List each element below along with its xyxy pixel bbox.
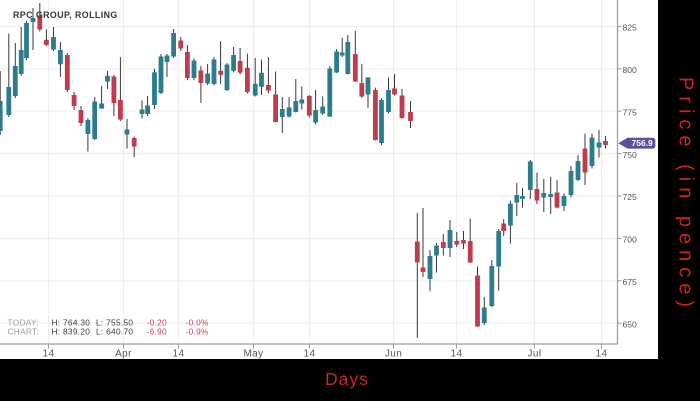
svg-text:14: 14 — [43, 349, 55, 360]
svg-text:14: 14 — [451, 349, 463, 360]
svg-text:-6.90: -6.90 — [147, 327, 167, 337]
svg-text:L: 755.50: L: 755.50 — [96, 317, 133, 327]
svg-text:CHART:: CHART: — [8, 327, 40, 337]
svg-text:Jul: Jul — [528, 349, 542, 360]
svg-text:800: 800 — [623, 65, 638, 75]
svg-text:650: 650 — [623, 319, 638, 329]
svg-text:-0.9%: -0.9% — [186, 327, 209, 337]
svg-text:825: 825 — [623, 23, 638, 33]
svg-text:H: 839.20: H: 839.20 — [52, 327, 91, 337]
svg-text:-0.0%: -0.0% — [186, 317, 209, 327]
svg-text:Jun: Jun — [385, 349, 402, 360]
svg-text:RPC GROUP, ROLLING: RPC GROUP, ROLLING — [13, 10, 118, 20]
svg-text:TODAY:: TODAY: — [8, 317, 39, 327]
svg-text:775: 775 — [623, 107, 638, 117]
svg-text:May: May — [243, 349, 263, 360]
svg-text:756.9: 756.9 — [632, 138, 654, 148]
svg-text:L: 640.70: L: 640.70 — [96, 327, 133, 337]
svg-text:H: 764.30: H: 764.30 — [52, 317, 91, 327]
svg-text:14: 14 — [304, 349, 316, 360]
svg-text:725: 725 — [623, 192, 638, 202]
svg-text:675: 675 — [623, 277, 638, 287]
svg-text:700: 700 — [623, 235, 638, 245]
svg-text:14: 14 — [173, 349, 185, 360]
svg-text:Apr: Apr — [115, 349, 132, 360]
svg-text:-0.20: -0.20 — [147, 317, 167, 327]
svg-text:750: 750 — [623, 150, 638, 160]
svg-text:14: 14 — [596, 349, 608, 360]
